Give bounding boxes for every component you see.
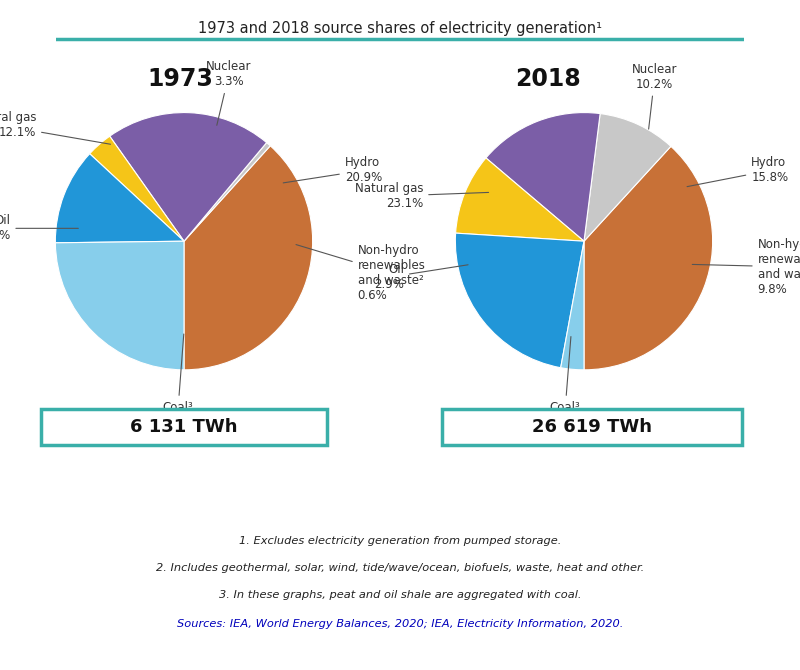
Text: Natural gas
12.1%: Natural gas 12.1% — [0, 111, 110, 144]
Wedge shape — [184, 143, 270, 241]
Text: Hydro
15.8%: Hydro 15.8% — [687, 157, 788, 187]
Text: 2018: 2018 — [515, 67, 581, 91]
Text: Natural gas
23.1%: Natural gas 23.1% — [354, 182, 489, 210]
FancyBboxPatch shape — [442, 409, 742, 446]
Text: Non-hydro
renewables
and waste²
0.6%: Non-hydro renewables and waste² 0.6% — [296, 245, 426, 302]
Text: 6 131 TWh: 6 131 TWh — [130, 418, 238, 436]
Wedge shape — [55, 153, 184, 243]
Text: 3. In these graphs, peat and oil shale are aggregated with coal.: 3. In these graphs, peat and oil shale a… — [218, 590, 582, 600]
Text: Sources: IEA, World Energy Balances, 2020; IEA, Electricity Information, 2020.: Sources: IEA, World Energy Balances, 202… — [177, 619, 623, 629]
Wedge shape — [90, 136, 184, 241]
Wedge shape — [184, 146, 313, 370]
FancyBboxPatch shape — [41, 409, 327, 446]
Wedge shape — [456, 158, 584, 241]
Text: 1. Excludes electricity generation from pumped storage.: 1. Excludes electricity generation from … — [239, 536, 561, 546]
Wedge shape — [486, 113, 600, 241]
Text: Nuclear
3.3%: Nuclear 3.3% — [206, 60, 252, 125]
Wedge shape — [55, 241, 184, 370]
Wedge shape — [584, 114, 671, 241]
Wedge shape — [110, 113, 266, 241]
Text: Oil
2.9%: Oil 2.9% — [374, 263, 468, 291]
Text: Hydro
20.9%: Hydro 20.9% — [283, 157, 382, 184]
Text: 1973 and 2018 source shares of electricity generation¹: 1973 and 2018 source shares of electrici… — [198, 21, 602, 36]
Text: Oil
24.8%: Oil 24.8% — [0, 214, 78, 243]
Wedge shape — [455, 233, 584, 368]
Text: Nuclear
10.2%: Nuclear 10.2% — [632, 62, 678, 129]
Text: Non-hydro
renewables
and waste²
9.8%: Non-hydro renewables and waste² 9.8% — [692, 238, 800, 296]
Wedge shape — [584, 146, 713, 370]
Text: Coal³
38.3%: Coal³ 38.3% — [159, 334, 196, 429]
Wedge shape — [561, 241, 584, 370]
Text: Coal³
38.2%: Coal³ 38.2% — [546, 336, 583, 429]
Text: 2. Includes geothermal, solar, wind, tide/wave/ocean, biofuels, waste, heat and : 2. Includes geothermal, solar, wind, tid… — [156, 563, 644, 573]
Text: 1973: 1973 — [147, 67, 213, 91]
Text: 26 619 TWh: 26 619 TWh — [532, 418, 652, 436]
